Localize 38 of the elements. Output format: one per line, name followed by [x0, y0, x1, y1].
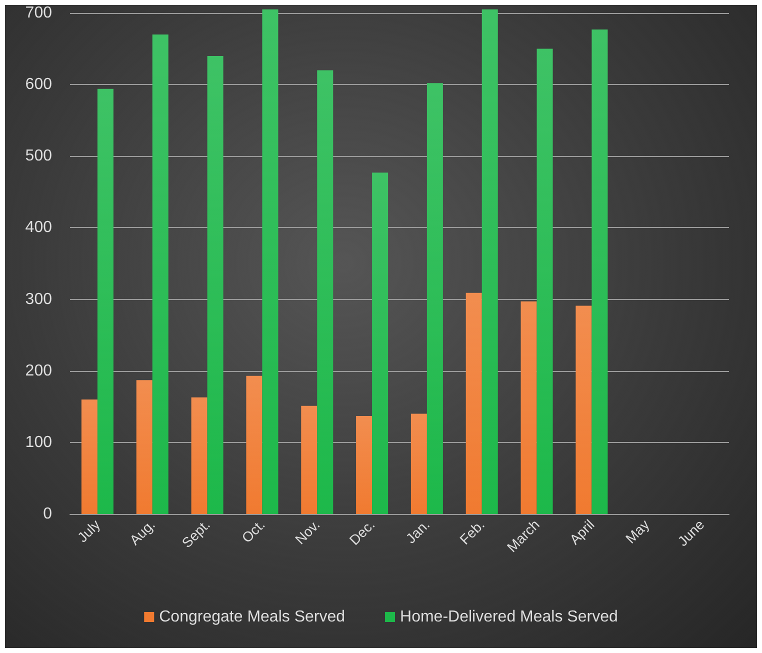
bar: [207, 56, 224, 514]
x-tick-label: Jan.: [402, 516, 433, 546]
bar: [536, 48, 553, 514]
x-tick-label: July: [74, 516, 104, 546]
legend-label: Congregate Meals Served: [159, 608, 346, 626]
x-tick-label: Oct.: [238, 516, 268, 546]
bar: [191, 397, 208, 514]
y-tick-label: 300: [25, 290, 52, 308]
x-tick-label: Dec.: [346, 516, 378, 548]
y-tick-label: 200: [25, 362, 52, 380]
x-tick-label: Feb.: [456, 516, 488, 548]
bar: [81, 399, 98, 514]
bar: [317, 70, 334, 514]
legend-label: Home-Delivered Meals Served: [400, 608, 618, 626]
y-tick-label: 700: [25, 4, 52, 22]
bar: [520, 301, 537, 514]
bar: [576, 306, 592, 514]
bar: [410, 414, 427, 514]
bar: [372, 172, 388, 514]
x-tick-label: Nov.: [292, 516, 323, 548]
bar: [301, 406, 318, 514]
y-tick-label: 0: [43, 506, 52, 522]
bar: [246, 376, 262, 514]
y-tick-label: 100: [25, 434, 52, 451]
y-tick-label: 600: [25, 76, 52, 94]
bar: [356, 416, 372, 514]
bar: [152, 34, 168, 514]
bar: [466, 292, 482, 514]
bar: [592, 29, 608, 514]
bar: [97, 88, 114, 514]
bar: [482, 9, 498, 514]
bar: [262, 9, 278, 514]
y-tick-label: 500: [25, 148, 52, 165]
x-tick-label: Aug.: [126, 516, 158, 548]
x-tick-label: May: [622, 516, 652, 546]
bar: [426, 83, 443, 514]
bar: [136, 380, 152, 514]
y-tick-label: 400: [25, 219, 52, 236]
